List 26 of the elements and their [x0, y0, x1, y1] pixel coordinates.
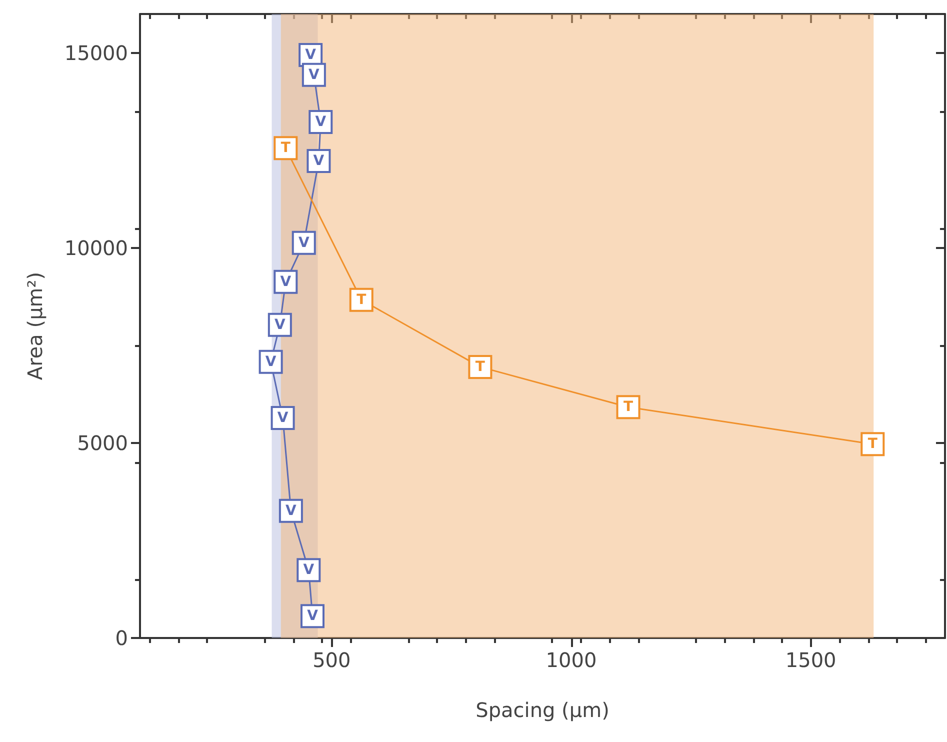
- y-tick-label: 10000: [64, 236, 128, 260]
- y-tick-label: 5000: [77, 431, 128, 455]
- text: V: [277, 410, 288, 426]
- text: T: [868, 436, 878, 452]
- text: T: [280, 140, 290, 156]
- text: V: [286, 502, 296, 519]
- x-tick-label: 500: [312, 648, 351, 672]
- series-label: T: [356, 292, 367, 308]
- text: V: [265, 354, 276, 370]
- text: V: [313, 153, 324, 170]
- x-tick-label: 1500: [785, 648, 836, 672]
- text: V: [315, 114, 326, 130]
- text: V: [307, 608, 318, 624]
- text: T: [475, 358, 485, 375]
- y-tick-label: 0: [115, 626, 128, 650]
- series-label: V: [298, 234, 310, 251]
- text: T: [623, 399, 634, 416]
- text: V: [280, 274, 292, 290]
- text: V: [274, 316, 286, 333]
- y-tick-label: 15000: [64, 41, 128, 65]
- text: V: [303, 562, 314, 578]
- text: V: [308, 66, 320, 83]
- x-axis-title: Spacing (µm): [476, 698, 610, 722]
- text: V: [305, 46, 316, 63]
- x-tick-label: 1000: [546, 648, 597, 672]
- y-axis-title: Area (µm²): [23, 272, 47, 380]
